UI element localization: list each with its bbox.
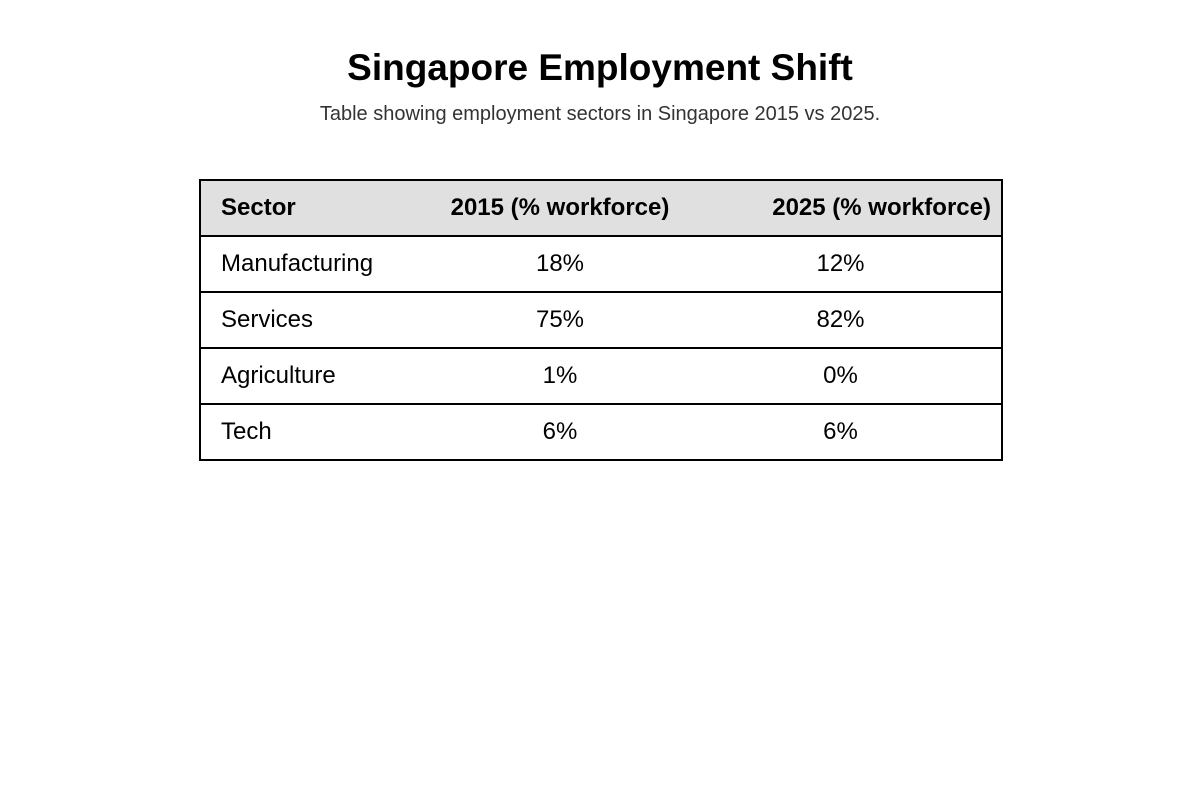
cell-2015-value: 75% — [440, 291, 680, 349]
cell-2015-value: 6% — [440, 403, 680, 461]
employment-table: Sector 2015 (% workforce) 2025 (% workfo… — [199, 179, 1003, 461]
column-header-2015: 2015 (% workforce) — [440, 179, 680, 237]
cell-2025-value: 0% — [680, 347, 1003, 405]
page-title: Singapore Employment Shift — [347, 47, 853, 88]
table-header-row: Sector 2015 (% workforce) 2025 (% workfo… — [199, 179, 1003, 237]
cell-sector: Agriculture — [199, 347, 440, 405]
cell-2025-value: 12% — [680, 235, 1003, 293]
column-header-sector: Sector — [199, 179, 440, 237]
cell-2025-value: 6% — [680, 403, 1003, 461]
cell-sector: Services — [199, 291, 440, 349]
cell-2015-value: 18% — [440, 235, 680, 293]
table-row: Services 75% 82% — [199, 291, 1003, 349]
cell-2015-value: 1% — [440, 347, 680, 405]
cell-sector: Manufacturing — [199, 235, 440, 293]
page-subtitle: Table showing employment sectors in Sing… — [319, 103, 881, 125]
cell-2025-value: 82% — [680, 291, 1003, 349]
table-row: Tech 6% 6% — [199, 403, 1003, 461]
table-row: Manufacturing 18% 12% — [199, 235, 1003, 293]
cell-sector: Tech — [199, 403, 440, 461]
table-row: Agriculture 1% 0% — [199, 347, 1003, 405]
column-header-2025: 2025 (% workforce) — [680, 179, 1003, 237]
